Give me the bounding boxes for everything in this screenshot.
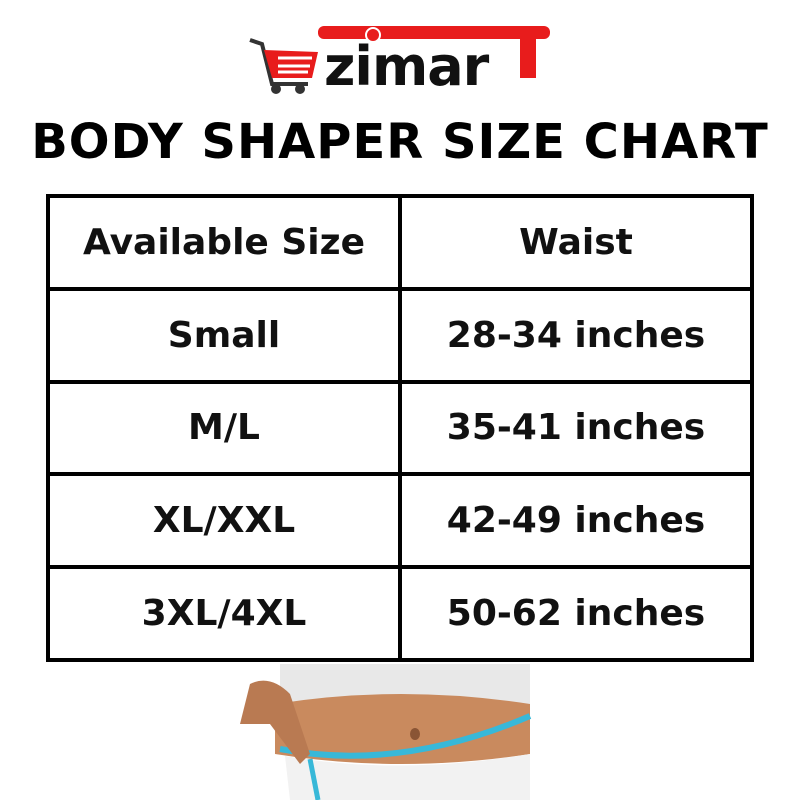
- waist-cell: 50-62 inches: [398, 565, 754, 662]
- waist-cell: 42-49 inches: [398, 472, 754, 570]
- size-chart-table: Available Size Waist Small 28-34 inches …: [46, 194, 754, 662]
- table-header-row: Available Size Waist: [46, 194, 754, 291]
- size-cell: M/L: [46, 379, 402, 477]
- brand-logo: zimar: [248, 26, 558, 94]
- size-cell: Small: [46, 286, 402, 384]
- shopping-cart-icon: [249, 26, 550, 94]
- size-cell: XL/XXL: [46, 472, 402, 570]
- table-row: Small 28-34 inches: [46, 286, 754, 384]
- table-row: M/L 35-41 inches: [46, 379, 754, 477]
- table-row: XL/XXL 42-49 inches: [46, 472, 754, 570]
- waist-cell: 28-34 inches: [398, 286, 754, 384]
- waist-cell: 35-41 inches: [398, 379, 754, 477]
- logo-text: zimar: [324, 35, 489, 98]
- header-waist: Waist: [398, 194, 754, 291]
- page-title: BODY SHAPER SIZE CHART: [31, 114, 769, 170]
- table-row: 3XL/4XL 50-62 inches: [46, 565, 754, 662]
- header-available-size: Available Size: [46, 194, 402, 291]
- size-cell: 3XL/4XL: [46, 565, 402, 662]
- waist-measurement-photo: [240, 664, 532, 800]
